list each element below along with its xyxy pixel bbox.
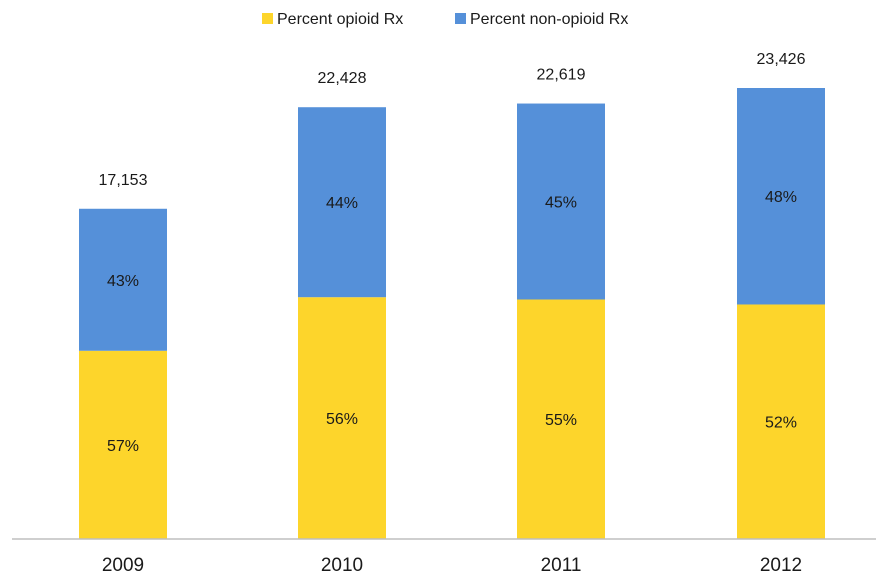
- bar-segment-opioid-2011: [517, 299, 605, 539]
- x-tick-label-2009: 2009: [102, 555, 144, 576]
- segment-label: 56%: [326, 411, 358, 428]
- bar-segment-opioid-2009: [79, 350, 167, 539]
- bar-segment-non-opioid-2010: [298, 107, 386, 298]
- bar-segment-non-opioid-2012: [737, 88, 825, 305]
- legend-label-opioid: Percent opioid Rx: [277, 11, 403, 28]
- segment-label: 57%: [107, 438, 139, 455]
- labels: 57% 43% 17,153 56% 44% 22,428 55% 45% 22,619 52% 4…: [99, 51, 806, 455]
- x-tick-labels: 2009 2010 2011 2012: [102, 555, 802, 576]
- total-label-2012: 23,426: [757, 51, 806, 68]
- x-tick-label-2011: 2011: [541, 555, 582, 576]
- legend: Percent opioid Rx Percent non-opioid Rx: [262, 11, 628, 28]
- x-tick-label-2010: 2010: [321, 555, 363, 576]
- bar-segment-opioid-2012: [737, 304, 825, 539]
- total-label-2011: 22,619: [537, 67, 586, 84]
- legend-swatch-non-opioid: [455, 13, 466, 24]
- total-label-2010: 22,428: [318, 70, 367, 87]
- bar-segment-non-opioid-2011: [517, 103, 605, 300]
- x-tick-label-2012: 2012: [760, 555, 802, 576]
- bar-segment-opioid-2010: [298, 297, 386, 539]
- bars: [79, 88, 825, 539]
- legend-label-non-opioid: Percent non-opioid Rx: [470, 11, 628, 28]
- segment-label: 45%: [545, 195, 577, 212]
- segment-label: 55%: [545, 412, 577, 429]
- bar-segment-non-opioid-2009: [79, 208, 167, 351]
- segment-label: 48%: [765, 189, 797, 206]
- total-label-2009: 17,153: [99, 172, 148, 189]
- legend-swatch-opioid: [262, 13, 273, 24]
- segment-label: 43%: [107, 273, 139, 290]
- segment-label: 52%: [765, 415, 797, 432]
- segment-label: 44%: [326, 195, 358, 212]
